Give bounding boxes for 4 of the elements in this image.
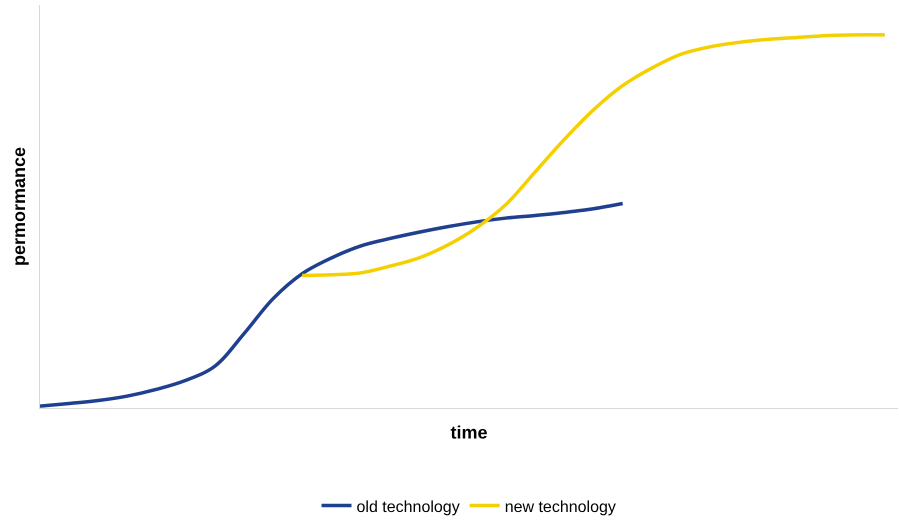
legend-label: new technology bbox=[504, 498, 616, 516]
legend-label: old technology bbox=[356, 498, 460, 516]
x-axis-title: time bbox=[450, 422, 488, 442]
y-axis-title: permormance bbox=[9, 146, 30, 266]
